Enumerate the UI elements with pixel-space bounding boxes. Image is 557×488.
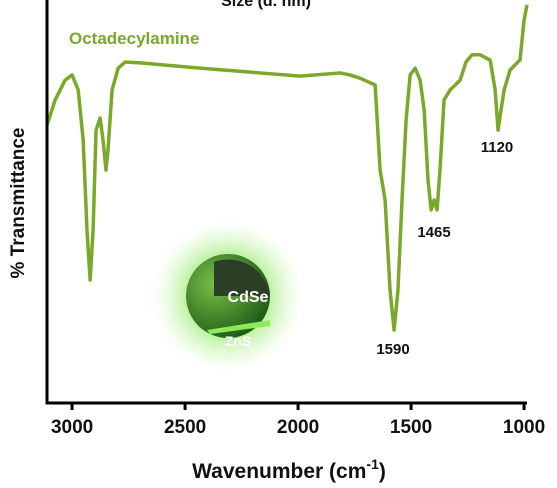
- y-axis-label: % Transmittance: [8, 128, 29, 279]
- inset-illustration: CdSe ZnS: [153, 221, 303, 371]
- x-tick-label: 3000: [51, 417, 93, 438]
- x-axis-label: Wavenumber (cm-1): [192, 456, 386, 483]
- inset-label: CdSe: [228, 289, 269, 306]
- x-axis-label-part: ): [379, 460, 386, 483]
- x-tick-label: 1500: [390, 417, 432, 438]
- x-tick-label: 2500: [164, 417, 206, 438]
- x-tick-label: 1000: [503, 417, 545, 438]
- x-tick-label: 2000: [277, 417, 319, 438]
- peak-label: 1590: [376, 341, 409, 358]
- peak-label: 1465: [417, 224, 450, 241]
- inset-core-cut: [214, 259, 270, 296]
- inset-shell: [207, 320, 270, 334]
- x-axis-label-part: Wavenumber (cm: [192, 460, 366, 483]
- x-axis-label-sup: -1: [366, 456, 379, 472]
- spectrum-line: [45, 4, 529, 332]
- legend-label: Octadecylamine: [69, 29, 199, 48]
- chart-title: Size (d. nm): [221, 0, 311, 10]
- inset-label: ZnS: [225, 333, 251, 349]
- peak-label: 1120: [481, 139, 514, 156]
